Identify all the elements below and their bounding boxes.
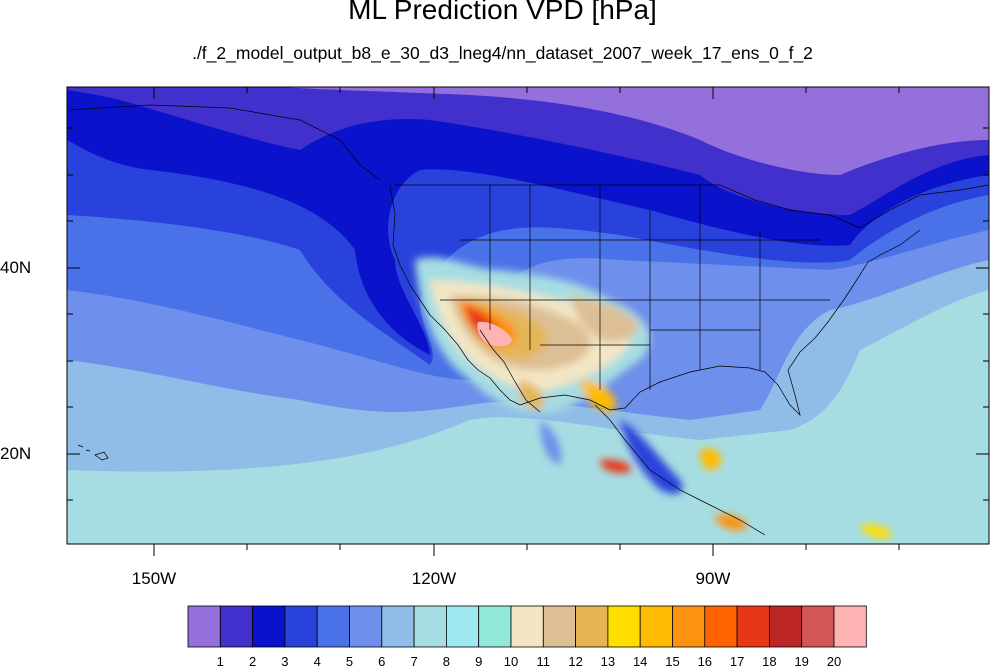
plot-title: ML Prediction VPD [hPa] (348, 0, 657, 25)
colorbar-label: 8 (442, 654, 450, 669)
colorbar-label: 12 (568, 654, 583, 669)
colorbar-label: 11 (536, 654, 551, 669)
colorbar-label: 4 (313, 654, 321, 669)
vpd-contour-field (67, 87, 989, 544)
colorbar-swatch (542, 605, 576, 648)
colorbar-label: 17 (729, 654, 745, 669)
lat-label-40n: 40N (0, 258, 32, 277)
colorbar-label: 9 (475, 654, 483, 669)
map-frame (66, 86, 990, 545)
colorbar (187, 605, 867, 648)
colorbar-label: 10 (503, 654, 519, 669)
lon-ticks (153, 87, 900, 556)
colorbar-label: 20 (826, 654, 842, 669)
colorbar-label: 16 (697, 654, 713, 669)
colorbar-swatch (284, 605, 318, 648)
colorbar-label: 15 (665, 654, 680, 669)
colorbar-swatch (252, 605, 286, 648)
lon-label-150w: 150W (131, 569, 177, 588)
vpd-max-region (477, 321, 512, 347)
colorbar-swatch (704, 605, 738, 648)
colorbar-swatch (349, 605, 383, 648)
colorbar-label: 13 (600, 654, 616, 669)
colorbar-swatch (413, 605, 447, 648)
hawaii-islands (77, 444, 109, 461)
colorbar-swatch (833, 605, 867, 648)
coastlines (69, 104, 989, 536)
lat-ticks (67, 127, 989, 501)
colorbar-swatch (478, 605, 512, 648)
colorbar-swatch (575, 605, 609, 648)
colorbar-swatch (381, 605, 415, 648)
lon-label-90w: 90W (695, 569, 731, 588)
colorbar-swatch (736, 605, 770, 648)
colorbar-swatch (672, 605, 706, 648)
colorbar-swatch (445, 605, 480, 648)
colorbar-label: 5 (345, 654, 354, 669)
colorbar-label: 19 (794, 654, 809, 669)
colorbar-swatch (801, 605, 835, 648)
colorbar-swatch (187, 605, 221, 648)
colorbar-label: 7 (410, 654, 418, 669)
colorbar-swatch (607, 605, 641, 648)
colorbar-label: 2 (248, 654, 257, 669)
colorbar-swatch (219, 605, 254, 648)
colorbar-swatch (769, 605, 803, 648)
plot-subtitle: ./f_2_model_output_b8_e_30_d3_lneg4/nn_d… (192, 43, 813, 63)
colorbar-label: 18 (762, 654, 777, 669)
colorbar-swatch (639, 605, 673, 648)
colorbar-swatch (316, 605, 350, 648)
lat-label-20n: 20N (0, 444, 32, 463)
colorbar-label: 1 (216, 654, 224, 669)
colorbar-swatch (510, 605, 544, 648)
lon-label-120w: 120W (411, 569, 457, 588)
colorbar-label: 6 (378, 654, 386, 669)
colorbar-label: 3 (281, 654, 289, 669)
colorbar-label: 14 (632, 654, 648, 669)
